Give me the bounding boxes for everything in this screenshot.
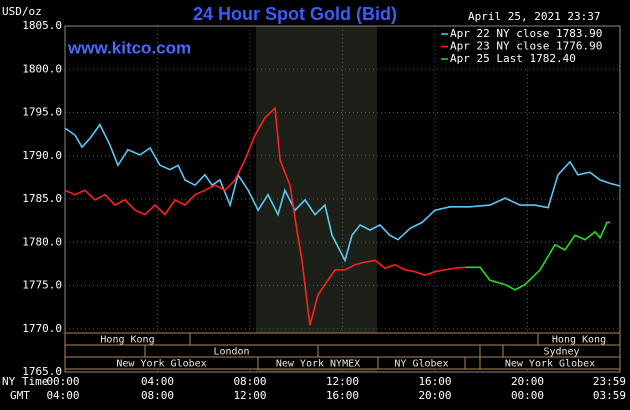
x-tick-label: 12:00 (326, 375, 359, 388)
y-tick-label: 1780.0 (22, 235, 62, 248)
session-label: Hong Kong (100, 335, 154, 346)
y-tick-label: 1765.0 (22, 365, 62, 378)
x-tick-label: 23:59 (593, 375, 626, 388)
y-tick-label: 1805.0 (22, 19, 62, 32)
legend-box (438, 27, 619, 67)
y-tick-label: 1790.0 (22, 149, 62, 162)
series-line (465, 221, 611, 291)
session-bar (317, 344, 504, 358)
legend-label: Apr 23 NY close 1776.90 (450, 40, 602, 53)
y-tick-label: 1775.0 (22, 279, 62, 292)
session-label: Hong Kong (552, 335, 606, 346)
session-bar (189, 332, 539, 346)
x-tick-label: 16:00 (418, 375, 451, 388)
y-tick-label: 1785.0 (22, 192, 62, 205)
session-bar (377, 356, 466, 370)
x2-row-label: GMT (10, 389, 30, 402)
x-tick-label: 08:00 (233, 375, 266, 388)
x2-tick-label: 16:00 (326, 389, 359, 402)
date-label: April 25, 2021 23:37 (468, 10, 600, 23)
x2-tick-label: 03:59 (593, 389, 626, 402)
session-label: New York Globex (505, 359, 595, 370)
legend-label: Apr 22 NY close 1783.90 (450, 27, 602, 40)
session-bar (479, 356, 621, 370)
session-highlight (256, 26, 377, 372)
x2-tick-label: 20:00 (418, 389, 451, 402)
session-label: Sydney (543, 347, 579, 358)
plot-frame (64, 25, 621, 373)
session-label: London (213, 347, 249, 358)
session-bar (464, 356, 481, 370)
session-label: New York NYMEX (276, 359, 360, 370)
session-label: NY Globex (394, 359, 448, 370)
x2-tick-label: 08:00 (141, 389, 174, 402)
x2-tick-label: 12:00 (233, 389, 266, 402)
x2-tick-label: 00:00 (511, 389, 544, 402)
watermark: www.kitco.com (67, 38, 191, 57)
series-line (64, 106, 466, 326)
series-line (64, 123, 621, 263)
x-tick-label: 20:00 (511, 375, 544, 388)
x-row-label: NY Time (2, 375, 48, 388)
x-tick-label: 00:00 (46, 375, 79, 388)
session-bar (64, 332, 191, 346)
session-label: New York Globex (116, 359, 206, 370)
legend-label: Apr 25 Last 1782.40 (450, 52, 576, 65)
y-unit-label: USD/oz (2, 5, 42, 18)
session-bar (64, 344, 146, 358)
y-tick-label: 1800.0 (22, 62, 62, 75)
session-bar (479, 344, 504, 358)
x2-tick-label: 04:00 (46, 389, 79, 402)
y-tick-label: 1795.0 (22, 106, 62, 119)
x-tick-label: 04:00 (141, 375, 174, 388)
chart-title: 24 Hour Spot Gold (Bid) (193, 4, 397, 24)
y-tick-label: 1770.0 (22, 322, 62, 335)
